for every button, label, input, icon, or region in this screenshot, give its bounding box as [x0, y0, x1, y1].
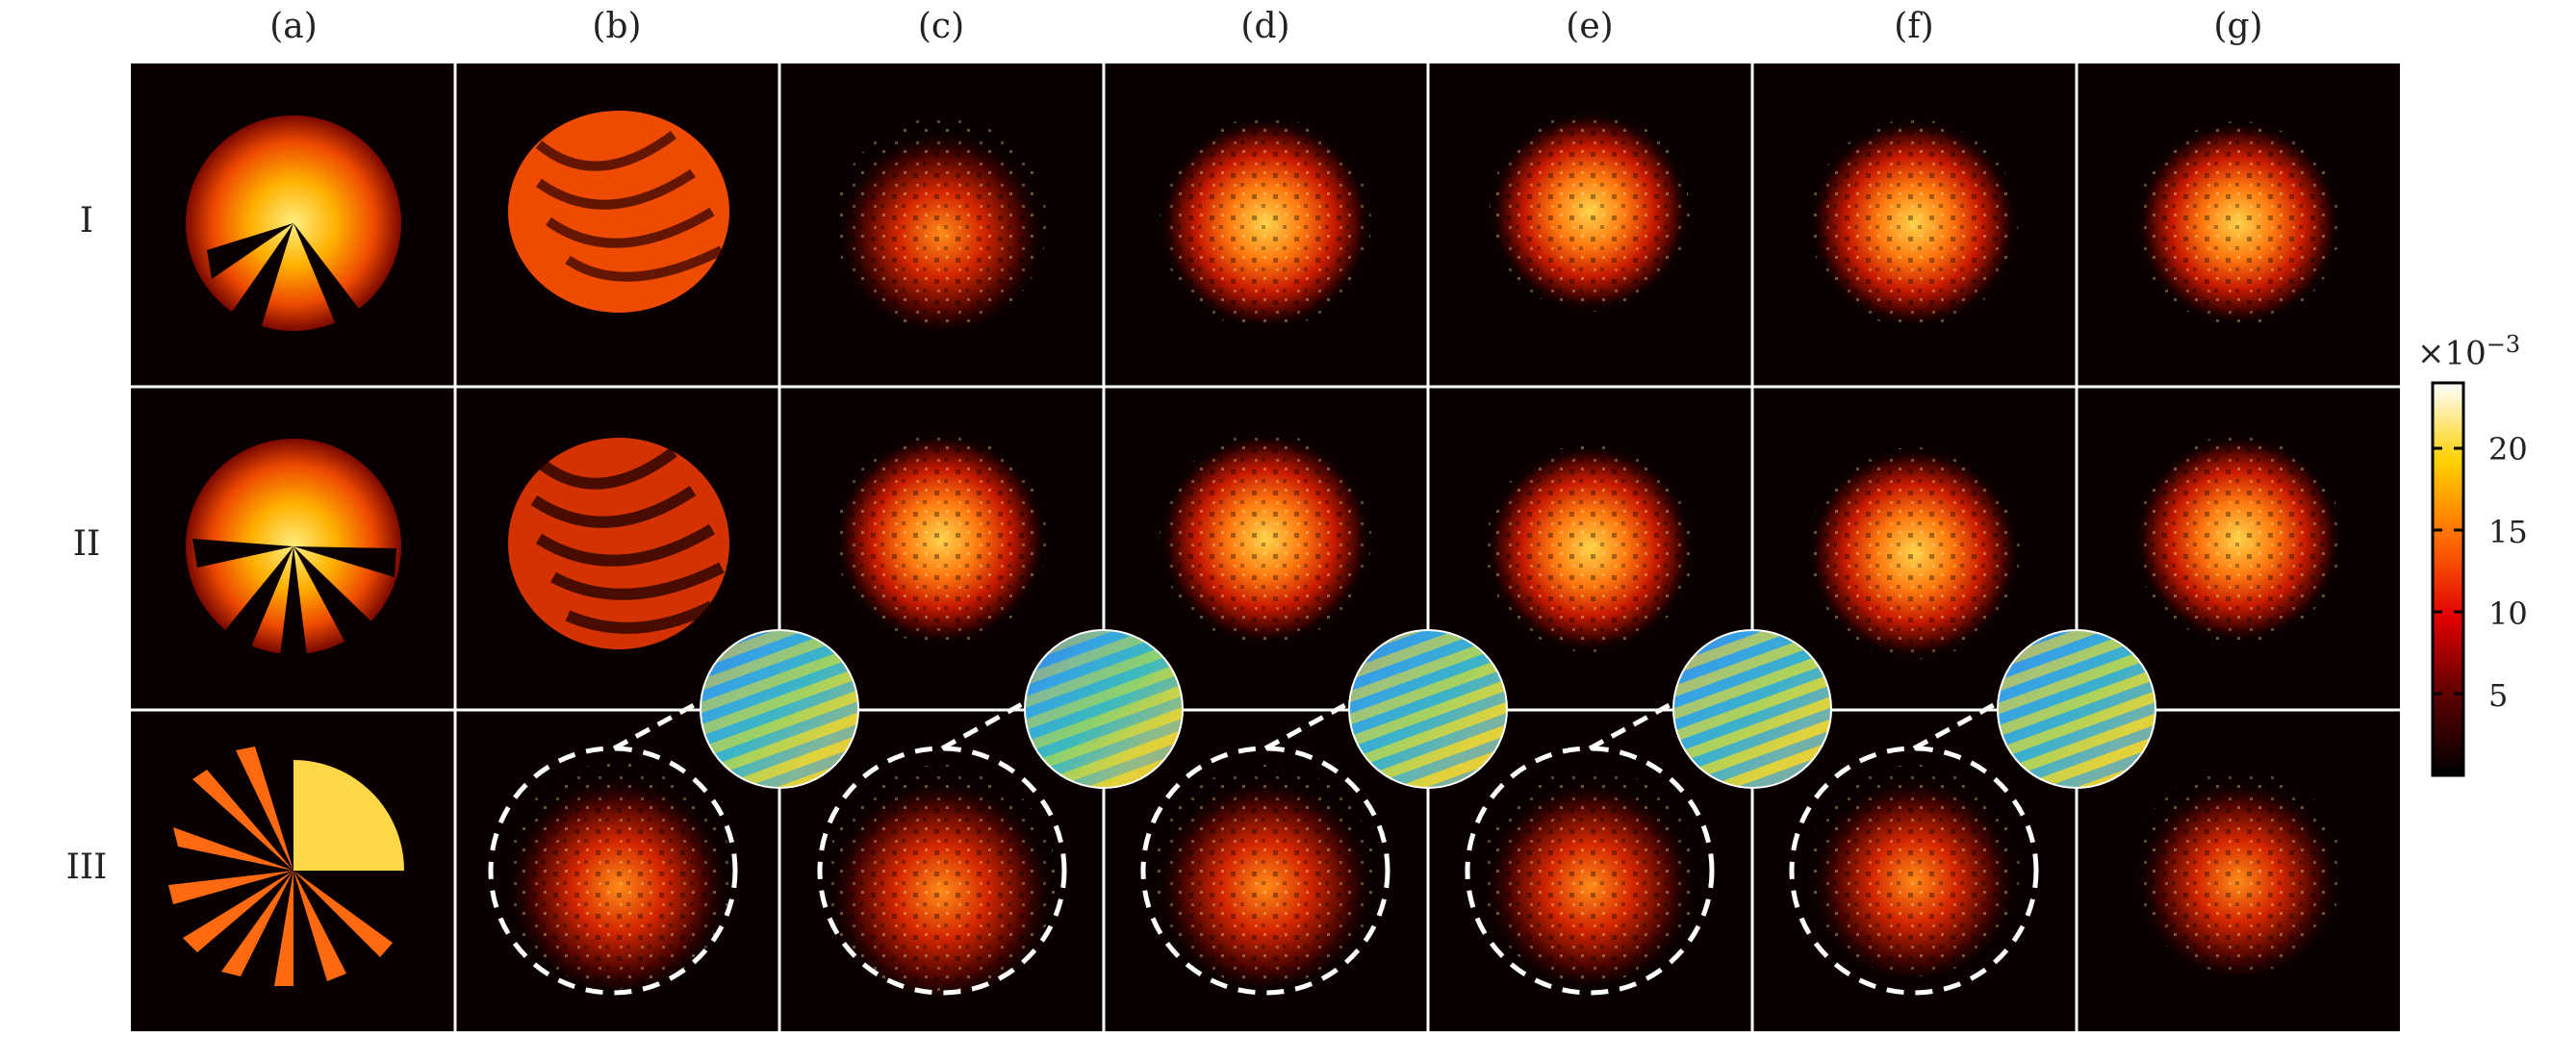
dashed-circle-e	[1465, 746, 1715, 996]
inset-connectors	[612, 690, 2015, 751]
row-label-1: I	[79, 201, 94, 241]
phase-insets	[700, 629, 2156, 789]
column-label-c: (c)	[917, 7, 965, 46]
column-label-a: (a)	[269, 7, 318, 46]
column-label-f: (f)	[1894, 7, 1934, 46]
grid-lines	[131, 63, 2400, 1031]
dashed-region-circles	[488, 746, 2039, 996]
dashed-circle-b	[488, 746, 738, 996]
column-label-d: (d)	[1240, 7, 1290, 46]
phase-inset-d	[1349, 630, 1507, 788]
phase-inset-c	[1025, 630, 1183, 788]
colorbar-tick-label: 10	[2488, 595, 2528, 632]
phase-inset-f	[1998, 630, 2155, 788]
panel-a-row-2	[186, 439, 401, 664]
panel-a-row-1	[186, 115, 401, 332]
panel-b-row-3	[505, 762, 732, 989]
column-label-e: (e)	[1566, 7, 1614, 46]
column-label-g: (g)	[2213, 7, 2263, 46]
row-label-3: III	[65, 848, 108, 887]
panel-a-row-3	[168, 747, 404, 986]
colorbar-tick-label: 15	[2488, 514, 2528, 550]
phase-inset-e	[1673, 630, 1831, 788]
dashed-circle-c	[817, 746, 1067, 996]
colorbar	[2431, 381, 2465, 777]
dashed-circle-f	[1789, 746, 2039, 996]
dashed-circle-d	[1140, 746, 1390, 996]
phase-inset-b	[701, 630, 858, 788]
colorbar-tick-label: 5	[2488, 677, 2509, 714]
colorbar-tick-label: 20	[2488, 431, 2528, 468]
speckle-panels	[826, 112, 2342, 996]
column-label-b: (b)	[592, 7, 642, 46]
panel-b-row-1	[508, 111, 729, 313]
row-label-2: II	[72, 524, 101, 564]
colorbar-exponent: ×10−3	[2417, 331, 2521, 373]
colorbar-ticks	[2433, 446, 2463, 696]
panel-b-row-2	[508, 438, 729, 649]
